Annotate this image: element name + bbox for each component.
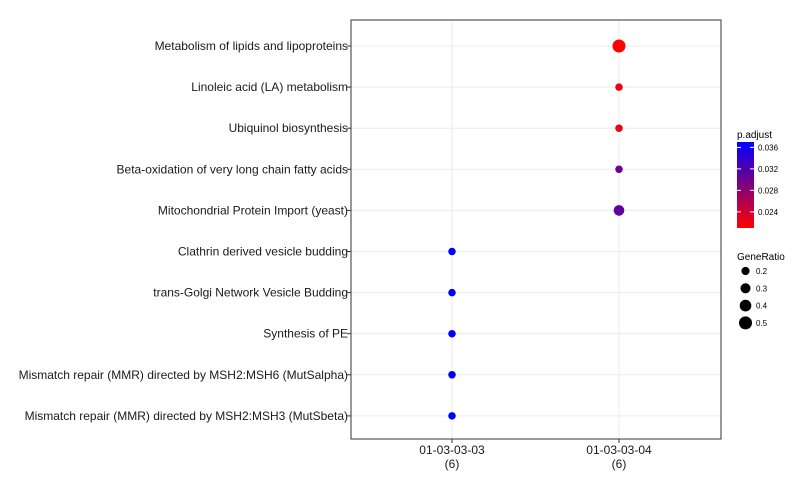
- panel-border: [350, 19, 722, 440]
- color-legend-ticks: 0.036 0.032 0.028 0.024: [737, 143, 779, 217]
- y-tick-label: Mitochondrial Protein Import (yeast): [158, 203, 348, 217]
- y-tick-label: Metabolism of lipids and lipoproteins: [155, 39, 348, 53]
- data-point: [448, 329, 456, 338]
- data-points: [448, 39, 626, 420]
- data-point: [448, 412, 456, 420]
- panel-background: [351, 20, 721, 439]
- size-legend-swatch: [741, 266, 750, 276]
- size-legend-label: 0.3: [756, 284, 768, 293]
- color-legend-tick-label: 0.028: [758, 186, 779, 195]
- x-axis: 01-03-03-03(6)01-03-03-04(6): [419, 439, 652, 471]
- x-tick-label: 01-03-03-03: [419, 443, 485, 457]
- data-point: [615, 165, 623, 174]
- color-legend-bar: [737, 142, 754, 228]
- data-point: [448, 247, 456, 256]
- size-legend-swatch: [739, 299, 752, 312]
- x-tick-count: (6): [612, 457, 627, 471]
- y-axis: Metabolism of lipids and lipoproteins Lin…: [19, 39, 351, 423]
- size-legend-title: GeneRatio: [737, 252, 785, 263]
- y-tick-label: Mismatch repair (MMR) directed by MSH2:M…: [19, 368, 348, 382]
- y-tick-label: Ubiquinol biosynthesis: [229, 121, 348, 135]
- color-legend-tick-label: 0.032: [758, 165, 779, 174]
- color-legend-tick-label: 0.036: [758, 143, 779, 152]
- x-tick-count: (6): [445, 457, 460, 471]
- size-legend-swatch: [740, 283, 751, 294]
- size-legend: GeneRatio 0.2 0.3 0.4 0.5: [737, 252, 785, 330]
- data-point: [612, 39, 626, 53]
- size-legend-label: 0.4: [756, 302, 768, 311]
- size-legend-items: 0.2 0.3 0.4 0.5: [739, 266, 768, 330]
- x-tick-label: 01-03-03-04: [586, 443, 652, 457]
- color-legend: p.adjust 0.036 0.032 0.028 0.024: [737, 130, 779, 228]
- y-tick-label: trans-Golgi Network Vesicle Budding: [153, 286, 348, 300]
- y-tick-label: Linoleic acid (LA) metabolism: [191, 80, 348, 94]
- color-legend-title: p.adjust: [737, 130, 772, 141]
- color-legend-tick-label: 0.024: [758, 208, 779, 217]
- data-point: [613, 205, 625, 216]
- y-tick-label: Clathrin derived vesicle budding: [178, 245, 348, 259]
- data-point: [615, 83, 623, 91]
- data-point: [448, 371, 456, 379]
- y-tick-label: Mismatch repair (MMR) directed by MSH2:M…: [25, 409, 348, 423]
- size-legend-label: 0.5: [756, 319, 768, 328]
- y-tick-label: Synthesis of PE: [263, 327, 348, 341]
- data-point: [615, 124, 623, 132]
- size-legend-label: 0.2: [756, 267, 768, 276]
- size-legend-swatch: [739, 316, 752, 330]
- data-point: [448, 288, 456, 297]
- y-tick-label: Beta-oxidation of very long chain fatty …: [117, 162, 348, 176]
